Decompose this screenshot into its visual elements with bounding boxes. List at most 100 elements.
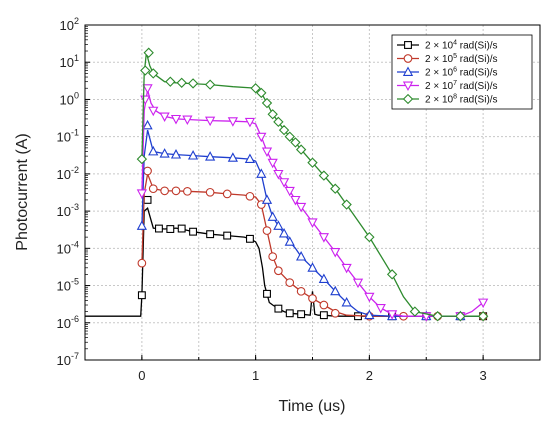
data-point-triangle-down — [170, 114, 182, 125]
y-tick-label: 10-5 — [57, 277, 79, 294]
legend-label-exponent: 8 — [453, 94, 457, 101]
data-point-diamond — [290, 137, 301, 148]
data-point-circle — [268, 252, 278, 261]
legend-label-base: 2 × 10 — [425, 68, 454, 79]
data-point-triangle-down — [227, 117, 238, 127]
data-point-diamond — [402, 93, 414, 105]
data-point-circle — [308, 294, 317, 303]
legend-label-exponent: 6 — [453, 67, 457, 74]
legend-entry: 2 × 104 rad(Si)/s — [397, 40, 498, 52]
data-point-triangle-down — [284, 186, 295, 197]
data-point-diamond — [432, 311, 443, 322]
data-point-square — [245, 234, 254, 243]
y-tick-exponent: -3 — [71, 202, 79, 212]
data-point-triangle-up — [341, 296, 352, 307]
data-point-triangle-up — [148, 145, 159, 156]
legend-label-exponent: 7 — [453, 80, 457, 87]
data-point-triangle-down — [244, 117, 256, 128]
y-tick-label: 10-2 — [57, 165, 79, 182]
data-point-triangle-down — [307, 218, 318, 228]
data-point-square — [404, 41, 412, 49]
data-point-triangle-down — [290, 195, 301, 206]
data-point-triangle-up — [142, 119, 153, 130]
data-point-triangle-down — [402, 81, 414, 92]
series-circle — [137, 166, 488, 321]
data-point-circle — [285, 278, 295, 287]
data-point-diamond — [284, 131, 295, 142]
data-point-triangle-down — [205, 116, 216, 127]
data-point-triangle-up — [187, 150, 199, 160]
legend-entry: 2 × 106 rad(Si)/s — [397, 66, 498, 79]
data-point-triangle-up — [307, 262, 318, 272]
data-point-square — [223, 231, 232, 240]
data-point-circle — [319, 300, 329, 310]
data-point-triangle-up — [284, 236, 295, 246]
data-point-triangle-up — [330, 285, 341, 296]
data-point-triangle-down — [182, 115, 193, 126]
legend-label: 2 × 104 rad(Si)/s — [425, 40, 498, 52]
data-point-square — [274, 304, 283, 313]
data-point-diamond — [318, 170, 330, 181]
data-point-square — [143, 195, 152, 204]
legend-label-unit: rad(Si)/s — [457, 54, 498, 65]
y-tick-label: 102 — [60, 16, 79, 33]
data-point-diamond — [455, 311, 466, 322]
legend-label-exponent: 5 — [453, 53, 457, 60]
legend-entry: 2 × 108 rad(Si)/s — [397, 94, 498, 106]
data-point-square — [319, 311, 328, 320]
legend-label-base: 2 × 10 — [425, 41, 454, 52]
data-point-triangle-down — [330, 247, 341, 258]
data-point-triangle-down — [296, 202, 307, 213]
data-point-diamond — [273, 116, 284, 128]
data-point-triangle-down — [256, 132, 267, 143]
data-point-square — [263, 289, 271, 298]
data-point-circle — [143, 166, 152, 176]
legend-label-exponent: 4 — [453, 40, 457, 47]
data-point-triangle-down — [261, 147, 273, 158]
data-point-diamond — [330, 183, 341, 194]
data-point-diamond — [278, 124, 290, 136]
data-point-diamond — [409, 306, 421, 317]
x-axis-title: Time (us) — [279, 398, 346, 415]
y-tick-label: 10-1 — [57, 128, 79, 145]
data-point-diamond — [256, 87, 267, 99]
data-point-triangle-down — [278, 178, 290, 188]
data-point-triangle-down — [273, 169, 284, 180]
legend-label-unit: rad(Si)/s — [457, 41, 498, 52]
data-point-circle — [296, 286, 306, 296]
data-point-triangle-up — [267, 211, 278, 221]
data-point-triangle-down — [478, 298, 489, 309]
data-point-circle — [148, 184, 158, 194]
y-tick-base: 10 — [57, 279, 71, 294]
data-point-triangle-down — [148, 106, 159, 117]
data-point-triangle-up — [256, 168, 267, 178]
data-point-triangle-down — [267, 158, 278, 169]
data-point-diamond — [204, 79, 216, 90]
legend-label: 2 × 105 rad(Si)/s — [425, 53, 498, 65]
data-point-square — [137, 291, 146, 300]
data-point-circle — [171, 186, 181, 196]
data-point-diamond — [140, 65, 151, 76]
y-tick-base: 10 — [60, 55, 74, 70]
data-point-triangle-up — [159, 148, 170, 158]
data-point-diamond — [148, 68, 159, 79]
data-point-triangle-down — [142, 84, 153, 94]
data-point-diamond — [250, 83, 261, 94]
y-tick-label: 101 — [60, 53, 79, 70]
data-point-triangle-up — [205, 151, 216, 161]
y-tick-exponent: -7 — [71, 351, 79, 361]
y-tick-base: 10 — [57, 204, 71, 219]
data-point-triangle-up — [278, 227, 290, 238]
y-tick-exponent: 0 — [74, 90, 79, 100]
data-point-triangle-up — [136, 220, 147, 230]
data-point-triangle-down — [318, 233, 329, 243]
y-tick-exponent: -5 — [71, 277, 79, 287]
y-tick-label: 10-7 — [57, 351, 79, 368]
data-point-diamond — [364, 231, 375, 243]
data-point-diamond — [176, 77, 187, 88]
y-tick-label: 10-4 — [57, 239, 79, 256]
data-point-square — [206, 230, 215, 239]
data-point-triangle-down — [341, 263, 352, 274]
data-point-triangle-up — [244, 153, 256, 164]
data-point-circle — [205, 187, 215, 197]
